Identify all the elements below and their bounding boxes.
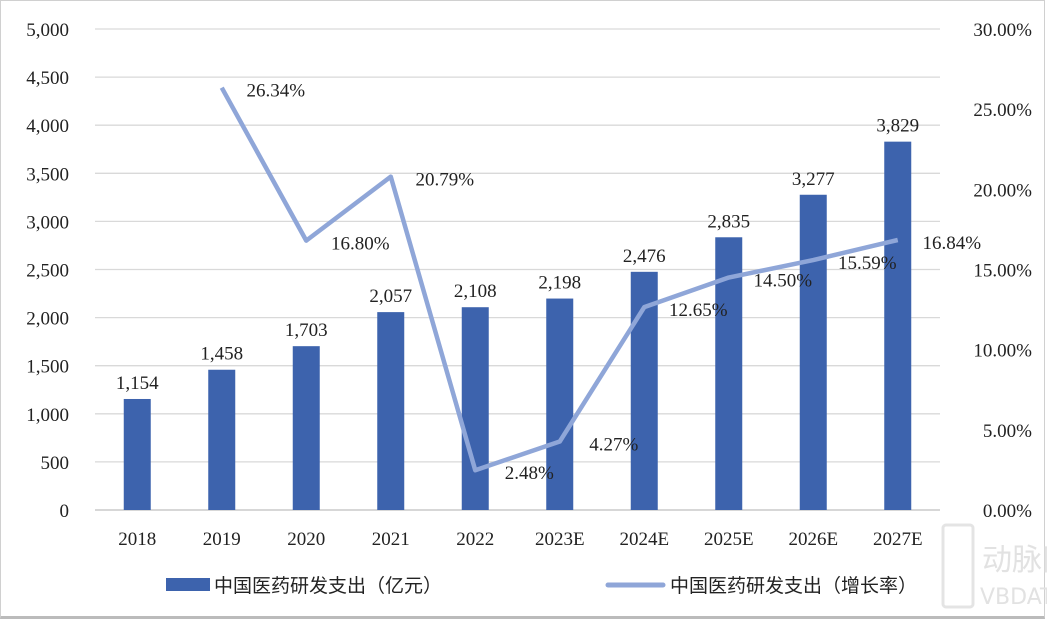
bar-data-label: 2,108 xyxy=(454,281,497,302)
bar-data-label: 2,476 xyxy=(623,246,666,267)
line-data-label: 16.80% xyxy=(331,234,390,255)
x-tick-label: 2020 xyxy=(287,529,325,550)
bar xyxy=(799,194,827,510)
bar-data-label: 1,458 xyxy=(200,344,243,365)
y-right-tick-label: 20.00% xyxy=(973,180,1032,201)
line-data-label: 12.65% xyxy=(669,300,728,321)
bar xyxy=(123,398,151,510)
x-tick-label: 2018 xyxy=(118,529,156,550)
x-tick-label: 2026E xyxy=(788,529,838,550)
bar-data-label: 1,154 xyxy=(116,373,159,394)
x-tick-label: 2021 xyxy=(372,529,410,550)
watermark: 动脉网 VBDATA.CN xyxy=(941,523,1047,610)
legend-swatch-bar xyxy=(166,578,210,591)
y-right-tick-label: 0.00% xyxy=(983,501,1032,522)
y-left-tick-label: 1,500 xyxy=(26,357,69,378)
y-left-tick-label: 2,000 xyxy=(26,309,69,330)
line-data-label: 20.79% xyxy=(415,170,474,191)
y-right-tick-label: 10.00% xyxy=(973,341,1032,362)
y-right-tick-label: 25.00% xyxy=(973,100,1032,121)
y-right-tick-label: 5.00% xyxy=(983,421,1032,442)
y-left-tick-label: 4,000 xyxy=(26,116,69,137)
bar-data-label: 2,198 xyxy=(538,273,581,294)
bar xyxy=(461,307,489,510)
x-tick-label: 2023E xyxy=(535,529,585,550)
y-left-tick-label: 0 xyxy=(60,501,70,522)
bar xyxy=(208,369,236,510)
x-tick-label: 2019 xyxy=(203,529,241,550)
line-data-label: 2.48% xyxy=(505,463,554,484)
bar-data-label: 2,057 xyxy=(369,286,412,307)
y-left-tick-label: 2,500 xyxy=(26,261,69,282)
x-tick-label: 2022 xyxy=(456,529,494,550)
bar xyxy=(884,141,912,510)
x-tick-label: 2027E xyxy=(873,529,923,550)
bar xyxy=(292,346,320,510)
y-left-tick-label: 5,000 xyxy=(26,20,69,41)
x-tick-label: 2024E xyxy=(619,529,669,550)
y-left-tick-label: 1,000 xyxy=(26,405,69,426)
bar-data-label: 3,829 xyxy=(876,116,919,137)
bar xyxy=(377,312,405,510)
y-right-tick-label: 30.00% xyxy=(973,20,1032,41)
bar-data-label: 2,835 xyxy=(707,211,750,232)
y-left-tick-label: 4,500 xyxy=(26,68,69,89)
line-data-label: 16.84% xyxy=(922,233,981,254)
x-tick-label: 2025E xyxy=(704,529,754,550)
y-left-tick-label: 3,000 xyxy=(26,212,69,233)
bar xyxy=(546,298,574,510)
y-left-tick-label: 500 xyxy=(41,453,70,474)
line-data-label: 15.59% xyxy=(838,253,897,274)
y-left-tick-label: 3,500 xyxy=(26,164,69,185)
legend-label-bar: 中国医药研发支出（亿元） xyxy=(214,575,442,597)
bar-data-label: 1,703 xyxy=(285,320,328,341)
line-data-label: 26.34% xyxy=(246,81,305,102)
bar-data-label: 3,277 xyxy=(792,169,835,190)
y-right-tick-label: 15.00% xyxy=(973,261,1032,282)
legend-label-line: 中国医药研发支出（增长率） xyxy=(670,575,917,597)
watermark-cn: 动脉网 xyxy=(982,543,1047,578)
bar xyxy=(630,271,658,510)
legend: 中国医药研发支出（亿元） 中国医药研发支出（增长率） xyxy=(166,575,917,597)
line-data-label: 14.50% xyxy=(753,271,812,292)
watermark-en: VBDATA.CN xyxy=(980,585,1047,610)
line-data-label: 4.27% xyxy=(589,435,638,456)
